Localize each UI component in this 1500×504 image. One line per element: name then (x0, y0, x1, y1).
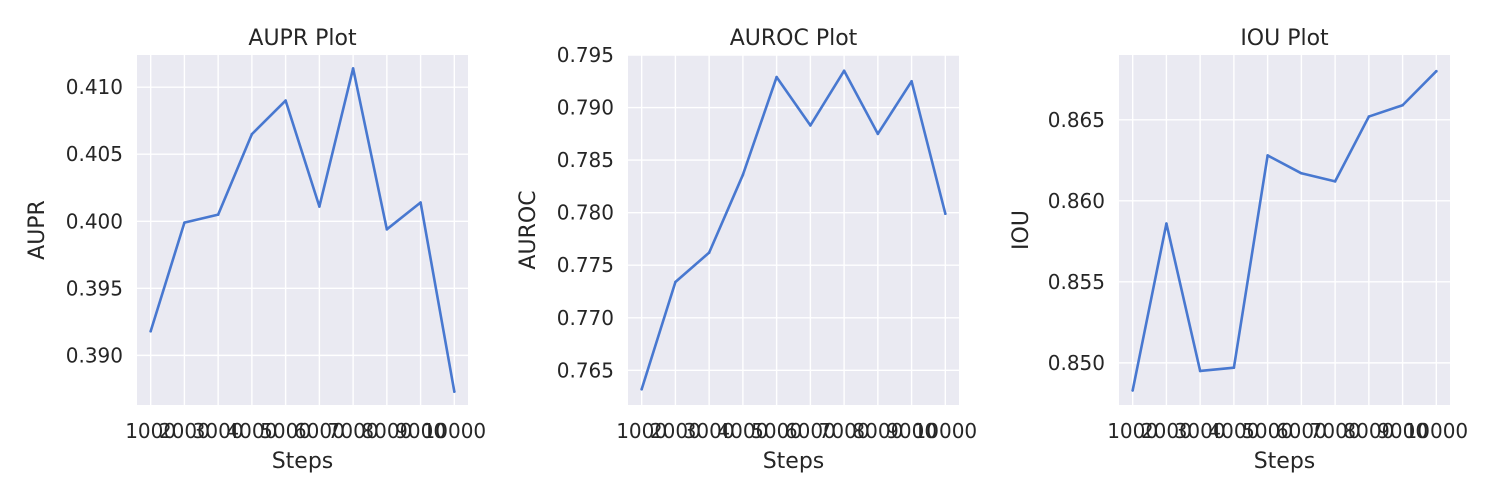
iou-data-point (1401, 103, 1404, 107)
aupr-data-point (284, 99, 287, 102)
aupr-y-tick-label: 0.395 (66, 276, 123, 300)
aupr-x-tick-label: 7000 (328, 419, 379, 443)
aupr-data-point (216, 213, 220, 216)
aupr-data-point (385, 228, 389, 231)
iou-data-point (1131, 389, 1134, 392)
auroc-panel: 1000200030004000500060007000800090001000… (516, 26, 977, 474)
aupr-x-tick-label: 5000 (260, 419, 311, 443)
auroc-x-tick-label: 2000 (650, 419, 701, 443)
iou-data-point (1435, 69, 1438, 73)
auroc-y-axis-label: AUROC (516, 190, 541, 269)
iou-x-tick-label: 7000 (1310, 419, 1361, 443)
aupr-x-tick-label: 1000 (125, 419, 176, 443)
iou-data-point (1232, 366, 1236, 370)
auroc-data-point (640, 387, 643, 391)
auroc-data-point (842, 69, 846, 73)
aupr-data-point (183, 221, 186, 224)
iou-y-tick-label: 0.855 (1048, 270, 1105, 294)
auroc-data-point (741, 173, 745, 177)
iou-panel: 1000200030004000500060007000800090001000… (1009, 26, 1468, 474)
auroc-y-tick-label: 0.775 (557, 253, 614, 277)
aupr-data-point (318, 205, 321, 208)
auroc-data-point (876, 132, 880, 136)
iou-data-point (1333, 180, 1337, 183)
aupr-data-point (419, 201, 422, 204)
iou-data-point (1367, 115, 1371, 118)
iou-x-tick-label: 3000 (1175, 419, 1226, 443)
auroc-x-tick-label: 4000 (717, 419, 768, 443)
auroc-y-tick-label: 0.785 (557, 148, 614, 172)
auroc-y-tick-label: 0.780 (557, 201, 614, 225)
auroc-x-tick-label: 8000 (852, 419, 903, 443)
auroc-y-tick-label: 0.795 (557, 43, 614, 67)
auroc-data-point (707, 251, 711, 254)
aupr-x-tick-label: 2000 (159, 419, 210, 443)
auroc-data-point (809, 124, 812, 127)
iou-x-tick-label: 5000 (1242, 419, 1293, 443)
iou-x-tick-label: 6000 (1276, 419, 1327, 443)
iou-x-tick-label: 4000 (1208, 419, 1259, 443)
aupr-x-tick-label: 8000 (361, 419, 412, 443)
iou-x-tick-label: 9000 (1377, 419, 1428, 443)
aupr-y-tick-label: 0.390 (66, 343, 123, 367)
auroc-data-point (674, 280, 677, 284)
iou-x-tick-label: 8000 (1343, 419, 1394, 443)
aupr-x-tick-label: 10000 (423, 419, 487, 443)
auroc-data-point (944, 212, 947, 216)
auroc-y-tick-label: 0.790 (557, 96, 614, 120)
auroc-y-tick-label: 0.770 (557, 306, 614, 330)
aupr-plot-area (137, 55, 468, 405)
iou-y-tick-label: 0.850 (1048, 351, 1105, 375)
iou-x-axis-label: Steps (1254, 449, 1316, 474)
auroc-plot-area (628, 55, 959, 405)
auroc-y-tick-label: 0.765 (557, 358, 614, 382)
iou-y-tick-label: 0.860 (1048, 189, 1105, 213)
aupr-panel: 1000200030004000500060007000800090001000… (25, 26, 486, 474)
iou-series-line (1131, 69, 1438, 392)
iou-x-tick-label: 1000 (1107, 419, 1158, 443)
iou-y-tick-label: 0.865 (1048, 108, 1105, 132)
aupr-y-tick-label: 0.410 (66, 75, 123, 99)
iou-data-point (1266, 154, 1269, 157)
auroc-x-tick-label: 3000 (684, 419, 735, 443)
aupr-x-axis-label: Steps (272, 449, 334, 474)
auroc-x-tick-label: 6000 (785, 419, 836, 443)
auroc-data-point (775, 75, 778, 79)
aupr-data-point (149, 329, 152, 333)
auroc-x-tick-label: 5000 (751, 419, 802, 443)
auroc-chart-title: AUROC Plot (730, 26, 858, 51)
aupr-data-point (351, 67, 355, 70)
iou-x-tick-label: 10000 (1405, 419, 1469, 443)
auroc-series-line (640, 69, 947, 391)
aupr-x-tick-label: 6000 (294, 419, 345, 443)
aupr-y-axis-label: AUPR (25, 200, 50, 260)
auroc-x-tick-label: 1000 (616, 419, 667, 443)
aupr-y-tick-label: 0.405 (66, 142, 123, 166)
aupr-x-tick-label: 9000 (395, 419, 446, 443)
iou-plot-area (1119, 55, 1450, 405)
iou-chart-title: IOU Plot (1240, 26, 1329, 51)
auroc-x-tick-label: 10000 (914, 419, 978, 443)
iou-data-point (1300, 171, 1303, 175)
aupr-chart-title: AUPR Plot (248, 26, 357, 51)
auroc-data-point (910, 79, 913, 83)
aupr-data-point (250, 132, 254, 136)
iou-y-axis-label: IOU (1009, 210, 1034, 250)
aupr-x-tick-label: 4000 (226, 419, 277, 443)
aupr-x-tick-label: 3000 (193, 419, 244, 443)
aupr-series-line (149, 67, 456, 393)
auroc-x-tick-label: 9000 (886, 419, 937, 443)
aupr-y-tick-label: 0.400 (66, 209, 123, 233)
auroc-x-axis-label: Steps (763, 449, 825, 474)
auroc-x-tick-label: 7000 (819, 419, 870, 443)
iou-x-tick-label: 2000 (1141, 419, 1192, 443)
aupr-data-point (453, 390, 456, 393)
iou-data-point (1165, 222, 1168, 225)
iou-data-point (1198, 369, 1202, 373)
